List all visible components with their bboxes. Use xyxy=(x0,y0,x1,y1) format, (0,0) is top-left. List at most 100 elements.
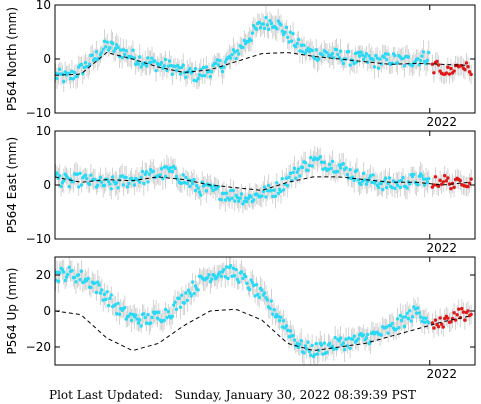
observation-point xyxy=(163,307,168,312)
y-tick-label: 20 xyxy=(36,268,51,282)
observation-point xyxy=(390,185,394,190)
observation-point xyxy=(322,160,327,165)
observation-point xyxy=(268,306,272,311)
recent-point xyxy=(457,307,461,311)
observation-point xyxy=(237,199,241,203)
observation-point xyxy=(100,180,104,184)
observation-point xyxy=(261,22,265,26)
observation-point xyxy=(398,313,403,318)
observation-point xyxy=(58,67,62,71)
observation-point xyxy=(291,333,295,338)
observation-point xyxy=(98,175,103,180)
observation-point xyxy=(296,167,301,171)
observation-point xyxy=(334,347,339,351)
observation-point xyxy=(200,74,204,78)
observation-point xyxy=(55,270,59,275)
observation-point xyxy=(66,176,70,180)
observation-point xyxy=(303,344,308,348)
recent-point xyxy=(453,318,458,322)
observation-point xyxy=(139,175,143,180)
observation-point xyxy=(144,64,149,68)
observation-point xyxy=(280,29,284,33)
observation-point xyxy=(220,69,225,74)
observation-point xyxy=(100,50,104,55)
observation-point xyxy=(223,198,227,202)
observation-point xyxy=(169,166,173,170)
observation-point xyxy=(93,177,97,182)
observation-point xyxy=(89,285,93,290)
observation-point xyxy=(417,311,422,315)
observation-point xyxy=(360,53,365,57)
observation-point xyxy=(124,175,128,180)
observation-point xyxy=(266,183,271,188)
observation-point xyxy=(239,192,244,196)
observation-point xyxy=(177,66,181,70)
observation-point xyxy=(192,78,196,83)
recent-point xyxy=(438,316,442,320)
observation-point xyxy=(55,171,59,175)
observation-point xyxy=(252,198,256,202)
observation-point xyxy=(249,278,253,282)
observation-point xyxy=(82,65,86,70)
plot-area xyxy=(55,257,473,365)
observation-point xyxy=(260,288,264,292)
observation-point xyxy=(139,65,143,69)
observation-point xyxy=(288,329,293,333)
observation-point xyxy=(342,347,347,352)
observation-point xyxy=(140,169,145,174)
observation-point xyxy=(127,181,131,186)
observation-point xyxy=(306,46,310,50)
recent-point xyxy=(447,182,452,186)
observation-point xyxy=(243,274,248,279)
observation-point xyxy=(105,40,109,44)
observation-point xyxy=(119,48,123,52)
observation-point xyxy=(351,337,355,341)
observation-point xyxy=(295,170,299,174)
observation-point xyxy=(257,295,261,299)
observation-point xyxy=(393,186,397,191)
observation-point xyxy=(155,316,160,320)
observation-point xyxy=(299,43,303,47)
observation-point xyxy=(303,160,308,165)
observation-point xyxy=(317,57,321,61)
observation-point xyxy=(197,190,202,194)
observation-point xyxy=(295,341,299,346)
observation-point xyxy=(148,321,153,325)
observation-point xyxy=(279,315,283,319)
observation-point xyxy=(104,297,108,302)
observation-point xyxy=(102,39,107,43)
observation-point xyxy=(129,318,134,323)
observation-point xyxy=(101,47,105,51)
observation-point xyxy=(404,314,408,319)
observation-point xyxy=(208,280,213,284)
observation-point xyxy=(356,178,360,182)
observation-point xyxy=(193,188,198,193)
observation-point xyxy=(265,298,270,302)
observation-point xyxy=(249,38,253,43)
observation-point xyxy=(272,308,276,312)
observation-point xyxy=(188,66,192,71)
observation-point xyxy=(292,338,297,342)
observation-point xyxy=(378,57,382,61)
observation-point xyxy=(157,310,161,315)
observation-point xyxy=(253,294,257,298)
observation-point xyxy=(121,183,126,187)
observation-point xyxy=(254,27,259,31)
observation-point xyxy=(117,312,122,316)
recent-point xyxy=(441,180,445,184)
recent-point xyxy=(432,183,436,187)
observation-point xyxy=(420,54,424,58)
observation-point xyxy=(262,291,267,295)
observation-point xyxy=(337,339,341,343)
observation-point xyxy=(304,347,309,351)
observation-point xyxy=(336,52,340,57)
recent-point xyxy=(463,318,467,322)
observation-point xyxy=(245,281,249,286)
observation-point xyxy=(154,68,158,73)
observation-point xyxy=(180,181,184,185)
observation-point xyxy=(131,48,135,52)
observation-point xyxy=(345,172,350,177)
observation-point xyxy=(287,175,291,179)
observation-point xyxy=(71,77,75,81)
observation-point xyxy=(370,180,374,185)
